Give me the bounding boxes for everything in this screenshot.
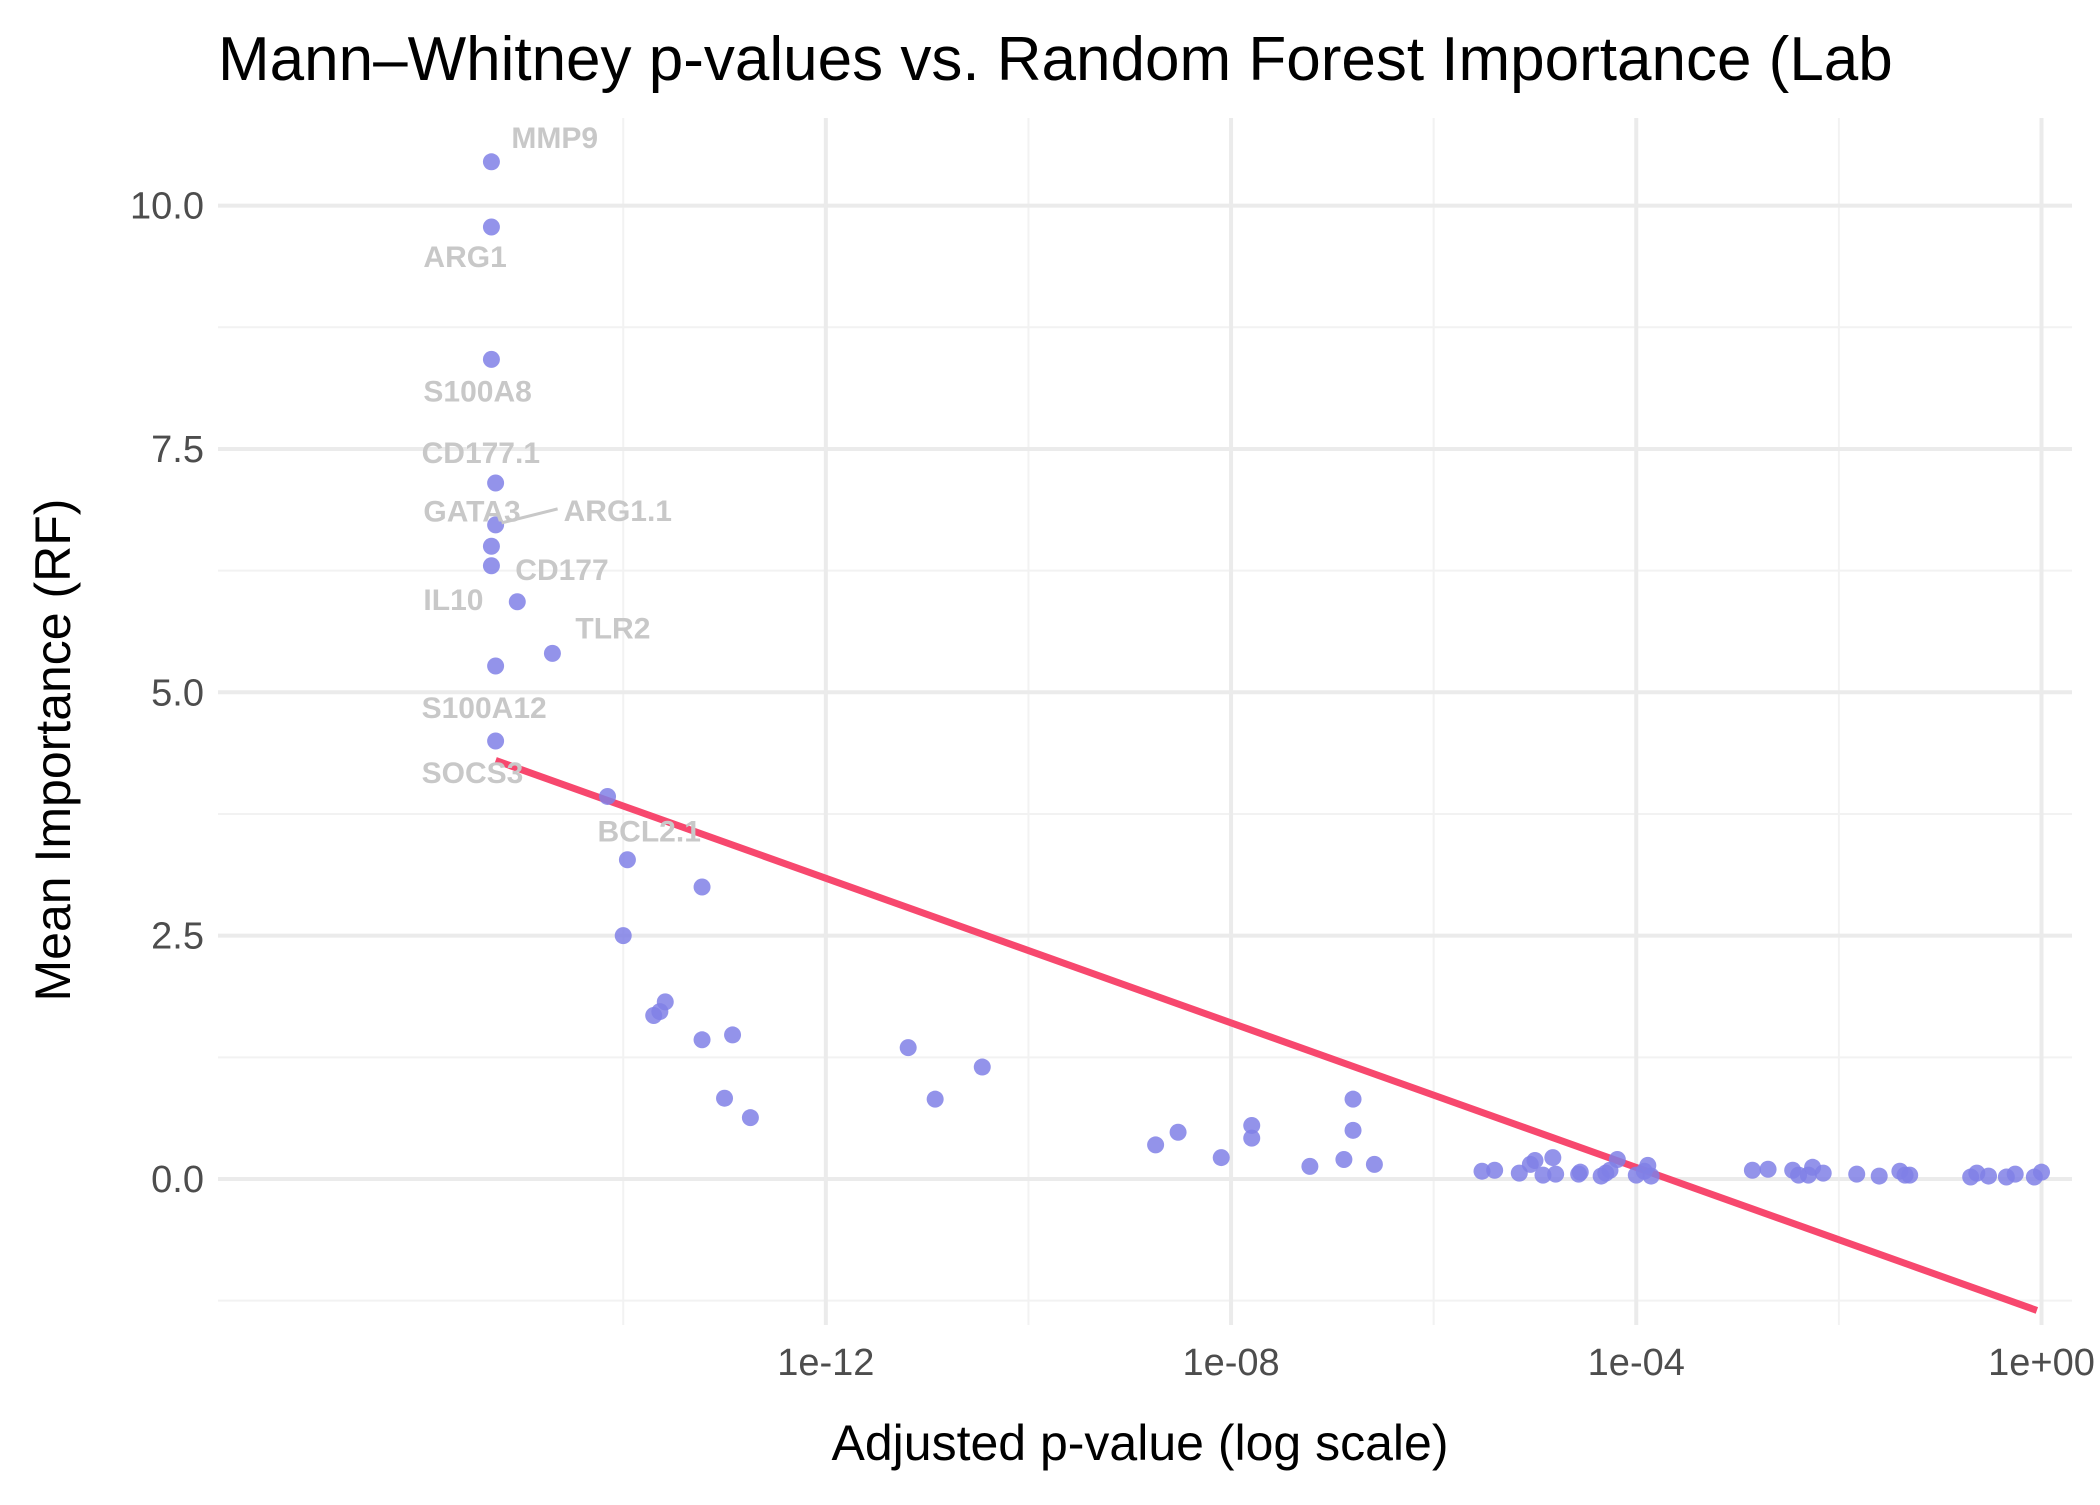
data-point [716,1089,734,1107]
data-point [693,1031,711,1049]
data-point [1344,1090,1362,1108]
data-point [1544,1149,1562,1167]
y-tick-label: 7.5 [151,429,204,471]
point-label: SOCS3 [422,757,524,790]
data-point [1870,1167,1888,1185]
data-point [1901,1166,1919,1184]
y-axis-title: Mean Importance (RF) [25,499,81,1002]
data-point [487,474,505,492]
point-label: IL10 [423,584,483,617]
data-point [543,644,561,662]
data-point [482,218,500,236]
grid [218,118,2072,1325]
data-point [2033,1163,2051,1181]
data-point [487,732,505,750]
data-point [1547,1165,1565,1183]
data-point [482,557,500,575]
trend-line [494,757,2039,1314]
data-point [1243,1116,1261,1134]
data-point [899,1039,917,1057]
point-label: BCL2.1 [598,815,701,848]
data-point [973,1058,991,1076]
label-leader-line [501,507,558,525]
chart-title: Mann–Whitney p-values vs. Random Forest … [218,25,1893,94]
data-point [1169,1123,1187,1141]
data-point [1486,1161,1504,1179]
point-label: TLR2 [575,612,650,645]
data-point [508,593,526,611]
x-tick-label: 1e-08 [1182,1342,1279,1384]
data-point [1534,1166,1552,1184]
y-tick-label: 2.5 [151,916,204,958]
y-tick-label: 10.0 [130,186,204,228]
data-point [1335,1151,1353,1169]
data-point [1301,1157,1319,1175]
data-point [599,787,617,805]
data-point [1212,1149,1230,1167]
data-point [482,153,500,171]
data-point [1743,1161,1761,1179]
data-point [724,1026,742,1044]
x-tick-label: 1e-12 [777,1342,874,1384]
x-tick-label: 1e+00 [1988,1342,2095,1384]
data-point [741,1109,759,1127]
point-label: CD177.1 [422,437,540,470]
y-tick-label: 0.0 [151,1159,204,1201]
data-point [693,878,711,896]
data-point [618,851,636,869]
trend-layer [494,757,2039,1314]
data-point [487,516,505,534]
data-point [1608,1151,1626,1169]
data-point [1473,1162,1491,1180]
data-point [1814,1164,1832,1182]
x-axis-title: Adjusted p-value (log scale) [832,1415,1449,1471]
data-point [2006,1165,2024,1183]
point-label: CD177 [515,554,608,587]
data-point [1147,1136,1165,1154]
point-label: MMP9 [511,122,598,155]
point-label: S100A12 [422,692,547,725]
x-axis-ticks: 1e-12 1e-08 1e-04 1e+00 [777,1342,2095,1384]
data-point [487,657,505,675]
data-point [614,927,632,945]
data-point [651,1003,669,1021]
y-axis-ticks: 0.0 2.5 5.0 7.5 10.0 [130,186,204,1201]
data-point [1243,1129,1261,1147]
point-label: ARG1.1 [564,495,672,528]
data-point [1344,1121,1362,1139]
points [482,153,2051,1186]
point-label: GATA3 [423,495,520,528]
data-point [482,537,500,555]
data-point [1571,1163,1589,1181]
point-labels: MMP9 ARG1 S100A8 CD177.1 ARG1.1 GATA3 IL10 CD17… [422,122,701,849]
data-point [1526,1151,1544,1169]
data-point [1642,1167,1660,1185]
data-point [1848,1165,1866,1183]
data-point [482,350,500,368]
data-point [1759,1160,1777,1178]
point-label: S100A8 [423,375,531,408]
y-tick-label: 5.0 [151,672,204,714]
data-point [1365,1155,1383,1173]
data-point [926,1090,944,1108]
x-tick-label: 1e-04 [1588,1342,1685,1384]
data-point [1980,1167,1998,1185]
point-label: ARG1 [423,241,506,274]
